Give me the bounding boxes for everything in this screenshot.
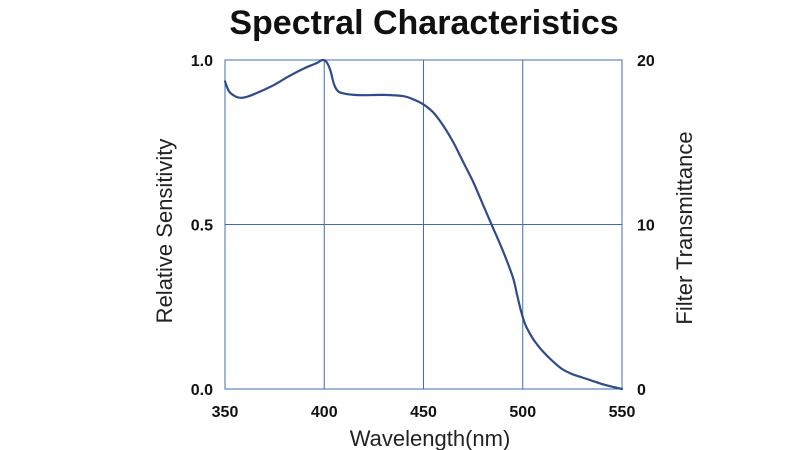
y2-axis-label: Filter Transmittance (672, 131, 697, 324)
x-tick-label: 550 (609, 404, 636, 421)
x-tick-label: 400 (311, 404, 338, 421)
y-tick-label: 1.0 (191, 53, 213, 70)
y-axis-label: Relative Sensitivity (152, 139, 177, 324)
x-axis-label: Wavelength(nm) (350, 426, 511, 450)
y-tick-label: 0.5 (191, 218, 213, 235)
tick-labels: 350 400 450 500 550 0.0 0.5 1.0 0 10 20 (191, 53, 655, 421)
y-tick-label: 0.0 (191, 382, 213, 399)
chart-title: Spectral Characteristics (229, 4, 618, 42)
x-tick-label: 350 (212, 404, 239, 421)
x-tick-label: 500 (509, 404, 536, 421)
y2-tick-label: 20 (637, 53, 655, 70)
grid (224, 59, 623, 390)
y2-tick-label: 10 (637, 218, 655, 235)
y2-tick-label: 0 (637, 382, 646, 399)
x-tick-label: 450 (410, 404, 437, 421)
series-line-relative-sensitivity (223, 58, 624, 391)
series-group (223, 58, 624, 391)
